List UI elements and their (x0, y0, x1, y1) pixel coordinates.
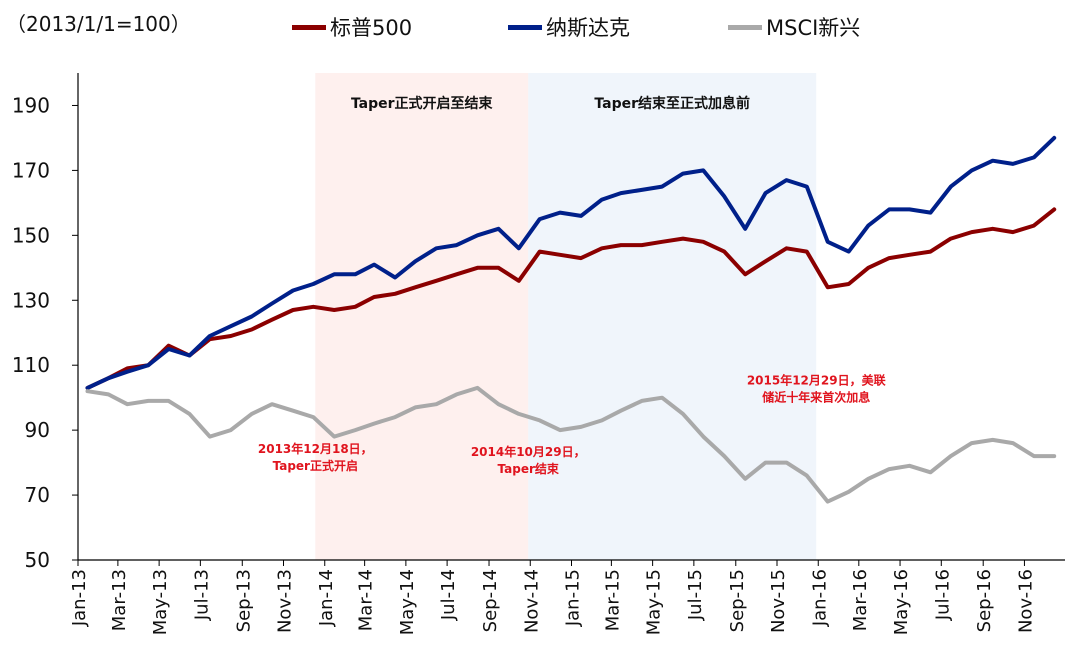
x-tick-label: Jan-15 (563, 569, 584, 627)
y-tick-label: 70 (25, 483, 50, 507)
x-tick-label: Sep-15 (727, 569, 748, 632)
y-tick-label: 90 (25, 418, 50, 442)
y-tick-label: 170 (12, 158, 50, 182)
shaded-region-0 (315, 73, 529, 560)
x-tick-label: Mar-13 (109, 569, 130, 631)
x-tick-label: Jul-15 (685, 569, 706, 621)
y-tick-label: 190 (12, 93, 50, 117)
annotation-2-line-0: 2015年12月29日，美联 (747, 373, 886, 388)
legend-label-sp500: 标普500 (330, 16, 413, 40)
y-tick-label: 150 (12, 223, 50, 247)
legend-item-msci-em: MSCI新兴 (728, 12, 860, 42)
shaded-region-label-0: Taper正式开启至结束 (351, 95, 494, 112)
x-tick-label: May-15 (644, 569, 665, 635)
annotation-1-line-1: Taper结束 (498, 461, 560, 476)
x-tick-label: Jan-16 (809, 569, 830, 627)
annotation-2-line-1: 储近十年来首次加息 (762, 390, 870, 405)
x-tick-label: Sep-13 (233, 569, 254, 632)
x-tick-label: Sep-16 (974, 569, 995, 632)
x-tick-label: Nov-15 (768, 569, 789, 633)
y-tick-label: 130 (12, 288, 50, 312)
x-tick-label: Jul-16 (932, 569, 953, 621)
legend-swatch-msci-em (728, 24, 762, 30)
legend-swatch-nasdaq (508, 24, 542, 30)
x-tick-label: Mar-14 (356, 569, 377, 631)
x-tick-label: May-14 (397, 569, 418, 635)
annotation-0-line-0: 2013年12月18日， (258, 441, 373, 456)
shaded-region-label-1: Taper结束至正式加息前 (594, 95, 750, 112)
x-tick-label: Jan-14 (316, 569, 337, 627)
legend-item-sp500: 标普500 (292, 12, 412, 42)
annotation-0-line-1: Taper正式开启 (273, 458, 358, 473)
x-tick-label: May-16 (891, 569, 912, 635)
shaded-region-1 (528, 73, 817, 560)
x-tick-label: May-13 (150, 569, 171, 635)
x-tick-label: Jan-13 (69, 569, 90, 627)
unit-label: （2013/1/1=100） (6, 12, 191, 36)
x-tick-label: Nov-13 (275, 569, 296, 633)
annotation-1-line-0: 2014年10月29日， (471, 444, 586, 459)
legend-item-nasdaq: 纳斯达克 (508, 12, 630, 42)
x-tick-label: Mar-15 (602, 569, 623, 631)
series-line-sp500 (85, 207, 1057, 390)
y-tick-label: 110 (12, 353, 50, 377)
x-tick-label: Mar-16 (850, 569, 871, 631)
series-line-nasdaq (85, 135, 1057, 390)
legend-label-msci-em: MSCI新兴 (766, 16, 861, 40)
legend-label-nasdaq: 纳斯达克 (546, 16, 630, 40)
x-tick-label: Jul-14 (438, 569, 459, 621)
x-tick-label: Jul-13 (191, 569, 212, 621)
y-tick-label: 50 (25, 548, 50, 572)
series-line-msci-em (85, 385, 1057, 504)
legend-swatch-sp500 (292, 24, 326, 30)
x-tick-label: Nov-16 (1015, 569, 1036, 633)
x-tick-label: Sep-14 (480, 569, 501, 632)
x-tick-label: Nov-14 (521, 569, 542, 633)
